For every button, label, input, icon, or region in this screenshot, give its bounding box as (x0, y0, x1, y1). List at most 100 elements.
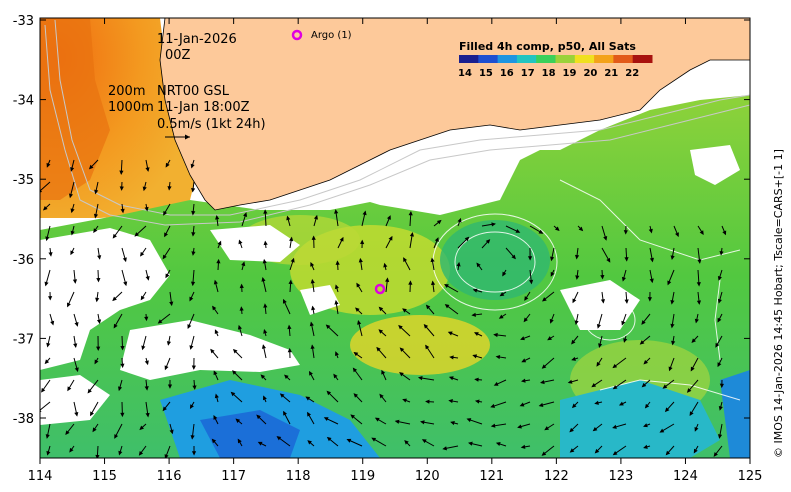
current-vector-head (612, 451, 618, 456)
current-vector-head (499, 292, 505, 297)
current-vector-head (144, 360, 149, 366)
current-vector-head (719, 383, 724, 389)
x-tick-label: 120 (415, 469, 440, 484)
current-vector-head (112, 296, 117, 302)
current-vector-head (90, 411, 94, 417)
current-vector-head (471, 312, 476, 317)
current-vector-head (162, 254, 167, 260)
current-vector-head (699, 230, 704, 236)
current-vector-head (485, 239, 491, 244)
current-vector-head (612, 424, 617, 429)
current-vector-head (697, 259, 702, 264)
current-vector-head (521, 358, 527, 363)
current-vector-head (191, 251, 196, 256)
current-vector-head (717, 298, 722, 304)
current-vector-head (399, 372, 404, 377)
current-vector-head (212, 305, 217, 311)
current-vector-head (140, 251, 145, 257)
current-vector-head (357, 320, 362, 325)
current-vector-head (521, 378, 526, 383)
colorbar-swatch (497, 55, 518, 63)
current-vector-head (717, 317, 722, 323)
current-vector-head (670, 323, 675, 329)
current-vector-head (648, 228, 653, 234)
current-vector-head (165, 273, 170, 279)
current-vector-head (118, 386, 123, 392)
current-vector-head (472, 288, 478, 293)
current-vector-head (621, 276, 626, 282)
current-vector-head (167, 186, 172, 191)
current-vector-head (232, 348, 238, 354)
contour-label-1000m: 1000m (108, 100, 154, 115)
current-vector-head (230, 391, 236, 397)
x-tick-label: 115 (92, 469, 117, 484)
current-vector-head (68, 193, 74, 199)
current-vector-head (311, 305, 316, 311)
colorbar-tick-label: 21 (604, 68, 618, 79)
current-vector-head (65, 430, 70, 436)
current-vector-head (596, 361, 601, 367)
current-product-label: NRT00 GSL (157, 84, 230, 99)
colorbar-tick-label: 16 (500, 68, 514, 79)
current-vector-head (46, 450, 51, 456)
current-vector-head (523, 317, 528, 323)
current-vector-head (474, 399, 480, 404)
current-vector-head (644, 403, 650, 409)
current-vector-head (352, 367, 358, 373)
current-vector-head (355, 307, 360, 312)
contour-label-200m: 200m (108, 84, 145, 99)
current-vector-head (430, 257, 435, 263)
current-vector-head (717, 275, 722, 281)
current-vector-head (334, 299, 339, 305)
current-vector-head (649, 257, 654, 263)
current-vector-head (571, 403, 577, 409)
colorbar-swatch (574, 55, 595, 63)
land-mass (159, 18, 750, 211)
current-vector-head (260, 374, 266, 379)
current-vector-head (670, 255, 675, 260)
current-vector-head (385, 277, 390, 282)
current-vector-head (420, 420, 425, 425)
current-vector-head (73, 343, 78, 348)
current-vector-head (541, 364, 547, 369)
current-vector-head (444, 284, 449, 289)
current-vector-head (96, 346, 101, 351)
current-vector-head (606, 257, 611, 263)
current-vector-head (232, 370, 237, 375)
current-vector-head (495, 442, 501, 447)
colorbar-swatch (632, 55, 653, 63)
current-vector-head (237, 324, 242, 330)
current-vector-head (165, 162, 170, 168)
current-vector-head (263, 328, 268, 334)
current-vector-head (44, 359, 50, 365)
current-vector-head (309, 370, 313, 376)
y-tick-label: -34 (13, 94, 34, 109)
current-vector-head (376, 346, 381, 352)
colorbar-tick-label: 15 (479, 68, 493, 79)
y-tick-label: -33 (13, 14, 34, 29)
y-tick-label: -37 (13, 332, 34, 347)
current-vector-head (618, 401, 624, 406)
current-vector-head (670, 299, 675, 305)
current-vector-head (612, 363, 618, 369)
map-plot-area (40, 18, 750, 458)
current-vector-head (502, 271, 507, 277)
current-vector-head (596, 323, 601, 329)
current-vector-head (574, 320, 579, 326)
y-tick-label: -35 (13, 173, 34, 188)
y-axis: -33 -34 -35 -36 -37 -38 (13, 14, 750, 427)
current-vector-head (334, 351, 339, 356)
current-vector-head (693, 448, 698, 454)
current-vector-head (211, 438, 217, 444)
current-vector-head (214, 329, 219, 335)
current-vector-head (423, 323, 429, 329)
x-axis: 114 115 116 117 118 119 120 121 122 123 124 125 (28, 18, 762, 484)
current-vector-head (256, 414, 261, 420)
current-vector-head (612, 385, 618, 390)
colorbar-swatch (594, 55, 614, 63)
current-vector-head (217, 240, 222, 246)
colorbar-swatch (478, 55, 499, 63)
current-vector-head (388, 235, 393, 241)
current-vector-head (70, 208, 75, 214)
current-vector-head (189, 404, 194, 410)
